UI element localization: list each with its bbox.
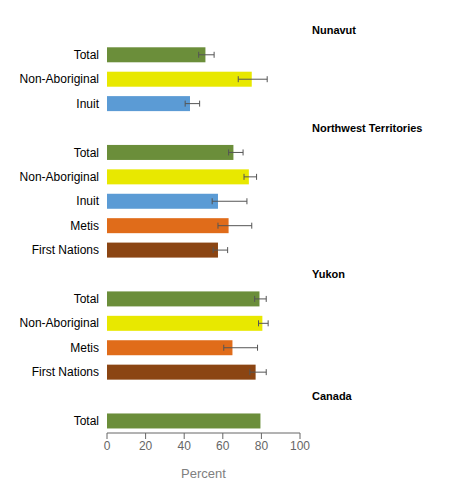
svg-text:40: 40: [178, 439, 192, 453]
svg-text:First Nations: First Nations: [32, 243, 99, 257]
svg-text:First Nations: First Nations: [32, 365, 99, 379]
svg-text:Total: Total: [74, 146, 99, 160]
svg-text:Non-Aboriginal: Non-Aboriginal: [20, 72, 99, 86]
svg-text:Metis: Metis: [70, 219, 99, 233]
svg-text:Canada: Canada: [312, 390, 353, 402]
svg-text:Yukon: Yukon: [312, 268, 345, 280]
svg-text:Inuit: Inuit: [76, 97, 99, 111]
svg-text:100: 100: [290, 439, 310, 453]
svg-text:Northwest Territories: Northwest Territories: [312, 122, 422, 134]
svg-text:0: 0: [104, 439, 111, 453]
svg-text:Nunavut: Nunavut: [312, 24, 356, 36]
svg-text:Percent: Percent: [181, 466, 226, 481]
svg-text:Total: Total: [74, 414, 99, 428]
svg-text:Metis: Metis: [70, 341, 99, 355]
svg-text:Non-Aboriginal: Non-Aboriginal: [20, 316, 99, 330]
svg-text:60: 60: [216, 439, 230, 453]
svg-text:Non-Aboriginal: Non-Aboriginal: [20, 170, 99, 184]
svg-text:Total: Total: [74, 48, 99, 62]
svg-text:20: 20: [139, 439, 153, 453]
svg-text:Inuit: Inuit: [76, 194, 99, 208]
svg-text:80: 80: [255, 439, 269, 453]
svg-text:Total: Total: [74, 292, 99, 306]
